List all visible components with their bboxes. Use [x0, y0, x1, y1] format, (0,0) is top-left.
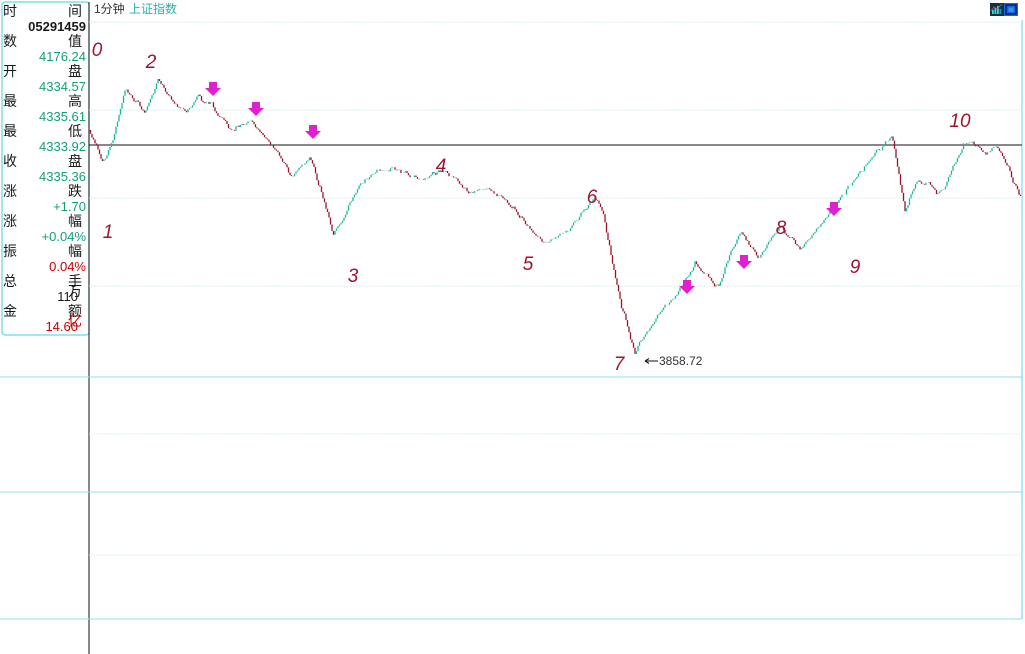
- svg-text:05291459: 05291459: [28, 19, 86, 34]
- svg-text:收: 收: [3, 153, 17, 169]
- svg-text:5: 5: [523, 254, 534, 275]
- svg-text:开: 开: [3, 63, 17, 79]
- svg-text:4335.36: 4335.36: [39, 169, 86, 184]
- svg-text:亿: 亿: [68, 313, 82, 329]
- svg-text:盘: 盘: [68, 153, 82, 169]
- svg-text:最: 最: [3, 93, 17, 109]
- svg-text:0.04%: 0.04%: [49, 259, 86, 274]
- svg-text:4176.24: 4176.24: [39, 49, 86, 64]
- svg-text:4333.92: 4333.92: [39, 139, 86, 154]
- svg-text:9: 9: [850, 257, 861, 278]
- svg-text:4335.61: 4335.61: [39, 109, 86, 124]
- svg-text:最: 最: [3, 123, 17, 139]
- svg-text:+1.70: +1.70: [53, 199, 86, 214]
- svg-text:金: 金: [3, 303, 17, 319]
- svg-text:数: 数: [3, 33, 17, 49]
- svg-text:3858.72: 3858.72: [659, 354, 703, 368]
- svg-text:8: 8: [776, 218, 787, 239]
- svg-text:1分钟: 1分钟: [94, 1, 125, 16]
- svg-text:+0.04%: +0.04%: [42, 229, 87, 244]
- svg-text:振: 振: [3, 243, 17, 259]
- svg-text:幅: 幅: [68, 243, 82, 259]
- svg-text:4: 4: [436, 156, 447, 177]
- svg-text:0: 0: [92, 40, 103, 61]
- svg-text:涨: 涨: [3, 213, 17, 229]
- svg-text:涨: 涨: [3, 183, 17, 199]
- svg-text:6: 6: [587, 187, 598, 208]
- svg-text:值: 值: [68, 33, 82, 49]
- svg-text:高: 高: [68, 93, 82, 109]
- svg-text:3: 3: [348, 266, 359, 287]
- svg-text:跌: 跌: [68, 183, 82, 199]
- svg-text:1: 1: [103, 222, 114, 243]
- svg-text:盘: 盘: [68, 63, 82, 79]
- svg-text:间: 间: [68, 3, 82, 19]
- svg-text:万: 万: [68, 283, 82, 299]
- svg-text:10: 10: [949, 111, 971, 132]
- svg-text:7: 7: [614, 354, 626, 375]
- svg-text:时: 时: [3, 3, 17, 19]
- svg-text:总: 总: [3, 273, 17, 289]
- svg-text:4334.57: 4334.57: [39, 79, 86, 94]
- svg-text:低: 低: [68, 123, 82, 139]
- svg-text:2: 2: [145, 52, 157, 73]
- svg-text:上证指数: 上证指数: [129, 1, 177, 16]
- svg-text:幅: 幅: [68, 213, 82, 229]
